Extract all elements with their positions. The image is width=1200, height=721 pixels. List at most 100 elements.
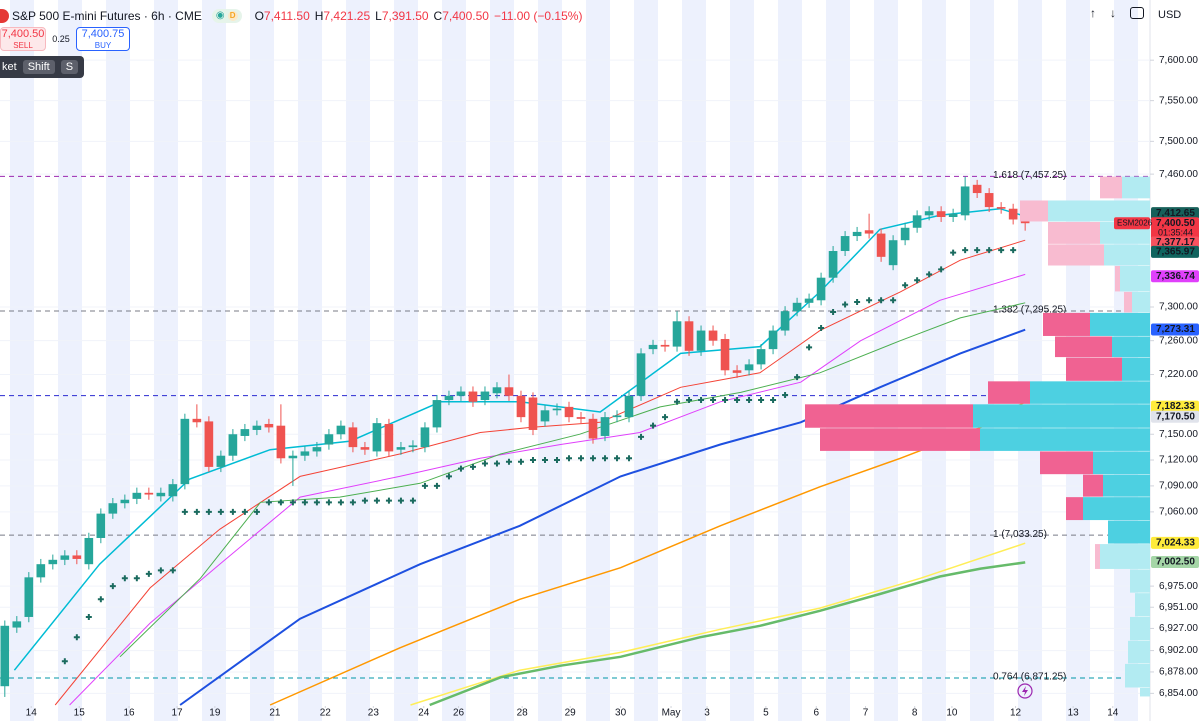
x-tick-label: 29 <box>565 708 577 719</box>
candle-body <box>504 387 514 396</box>
candle-body <box>516 395 526 418</box>
candle-body <box>132 492 142 499</box>
indicator-line <box>429 561 1026 707</box>
toolbar: ↑ ↓ <box>1090 6 1144 20</box>
sar-point <box>590 455 597 462</box>
sar-point <box>602 455 609 462</box>
candle-body <box>816 277 826 301</box>
price-change: −11.00 (−0.15%) <box>493 9 583 23</box>
fib-label: 1.382 (7,295.25) <box>993 305 1066 316</box>
candle-body <box>96 513 106 538</box>
fullscreen-button[interactable] <box>1130 7 1144 19</box>
symbol-title[interactable]: S&P 500 E-mini Futures · 6h · CME <box>12 9 202 23</box>
sar-point <box>1010 247 1017 254</box>
candle-body <box>636 353 646 396</box>
volume-sell <box>1020 200 1048 222</box>
candle-body <box>312 447 322 452</box>
shortcut-tooltip: ket Shift S <box>0 56 85 78</box>
candle-body <box>360 447 370 450</box>
sar-point <box>289 499 296 506</box>
sar-point <box>914 277 921 284</box>
legend-header: S&P 500 E-mini Futures · 6h · CME ◉ D O7,… <box>0 6 582 26</box>
tooltip-text: ket <box>2 61 17 73</box>
candle-body <box>696 330 706 351</box>
y-tick-label: 7,060.00 <box>1159 507 1198 518</box>
price-label-box <box>1151 555 1199 568</box>
candle-body <box>420 427 430 448</box>
sar-point <box>409 497 416 504</box>
candle-body <box>792 302 802 312</box>
candle-body <box>252 425 262 430</box>
sar-point <box>433 482 440 489</box>
scroll-up-button[interactable]: ↑ <box>1090 6 1096 20</box>
candle-body <box>228 434 238 456</box>
symbol-tag-box <box>1114 217 1150 230</box>
volume-buy <box>1108 520 1150 544</box>
buy-button[interactable]: 7,400.75 BUY <box>76 27 130 51</box>
price-label: 7,170.50 <box>1156 411 1195 422</box>
sar-point <box>938 266 945 273</box>
sar-point <box>61 658 68 665</box>
candle-body <box>612 415 622 418</box>
candle-body <box>60 555 70 560</box>
candle-body <box>732 370 742 373</box>
volume-buy <box>1140 688 1150 697</box>
sar-point <box>854 298 861 305</box>
currency[interactable]: USD <box>1158 9 1182 21</box>
candle-body <box>24 577 34 617</box>
candle-body <box>180 418 190 485</box>
sar-point <box>253 508 260 515</box>
volume-buy <box>1120 266 1150 292</box>
volume-buy <box>1130 569 1150 593</box>
candle-body <box>660 344 670 347</box>
sar-point <box>469 463 476 470</box>
x-tick-label: 19 <box>209 708 221 719</box>
sar-point <box>686 397 693 404</box>
tooltip-key: Shift <box>22 60 55 74</box>
volume-buy <box>1048 200 1150 222</box>
candle-body <box>576 417 586 419</box>
price-label: 7,182.33 <box>1156 401 1195 412</box>
scroll-down-button[interactable]: ↓ <box>1110 6 1116 20</box>
y-tick-label: 7,090.00 <box>1159 481 1198 492</box>
candle-body <box>756 349 766 365</box>
sar-point <box>517 458 524 465</box>
x-tick-label: 28 <box>517 708 529 719</box>
candle-body <box>372 423 382 452</box>
x-tick-label: 22 <box>320 708 332 719</box>
sar-point <box>421 482 428 489</box>
x-tick-label: 3 <box>704 708 710 719</box>
sell-button[interactable]: 7,400.50 SELL <box>0 27 46 51</box>
y-tick-label: 7,600.00 <box>1159 55 1198 66</box>
candle-body <box>432 400 442 428</box>
volume-sell <box>1066 497 1083 521</box>
ohlc-value: 7,400.50 <box>442 9 489 23</box>
candle-body <box>108 503 118 514</box>
y-tick-label: 6,854.00 <box>1159 688 1198 699</box>
ohlc-values: O7,411.50 H7,421.25 L7,391.50 C7,400.50 <box>250 9 489 23</box>
sar-point <box>109 583 116 590</box>
alert-icon[interactable] <box>1017 683 1033 699</box>
x-tick-label: 14 <box>26 708 38 719</box>
volume-buy <box>1128 640 1150 664</box>
candle-body <box>828 251 838 278</box>
candle-body <box>48 559 58 565</box>
sar-point <box>97 596 104 603</box>
sar-point <box>301 499 308 506</box>
candle-body <box>204 421 214 467</box>
sar-point <box>361 497 368 504</box>
sar-point <box>758 397 765 404</box>
symbol-logo <box>0 9 9 23</box>
sar-point <box>565 455 572 462</box>
sar-point <box>349 499 356 506</box>
candle-body <box>324 434 334 445</box>
candle-body <box>144 492 154 495</box>
visibility-pill[interactable]: ◉ D <box>211 9 242 23</box>
sar-point <box>662 414 669 421</box>
sar-point <box>806 344 813 351</box>
sar-point <box>926 271 933 278</box>
x-tick-label: 6 <box>814 708 820 719</box>
ohlc-key: C <box>433 9 443 23</box>
candle-body <box>288 455 298 459</box>
candle-body <box>396 447 406 450</box>
